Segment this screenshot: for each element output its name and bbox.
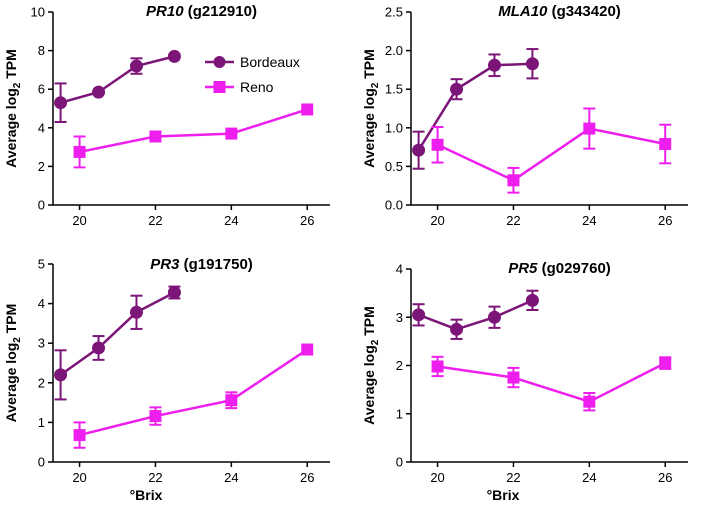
series-line-bordeaux	[59, 291, 176, 376]
y-tick-label: 10	[31, 5, 45, 20]
x-tick-label: 26	[300, 470, 314, 485]
x-tick-label: 22	[148, 213, 162, 228]
y-axis-label: Average log2 TPM	[3, 49, 23, 168]
y-tick-label: 0	[396, 455, 403, 470]
point-reno	[583, 122, 596, 135]
legend-reno-marker	[213, 81, 226, 93]
point-bordeaux	[487, 310, 501, 324]
x-tick-label: 26	[300, 213, 314, 228]
point-reno	[149, 410, 162, 423]
panel-pr5: 0 1 2 3 4 20 22 24 26 Average log2 TPM PR5 (g02976…	[361, 260, 688, 485]
legend: Bordeaux Reno	[205, 54, 300, 95]
y-axis-label: Average log2 TPM	[3, 304, 23, 423]
point-reno	[583, 395, 596, 408]
point-bordeaux	[450, 322, 464, 336]
series-line-bordeaux	[418, 299, 533, 331]
point-bordeaux	[525, 293, 539, 307]
point-reno	[73, 429, 86, 442]
y-tick-label: 0.0	[385, 198, 403, 213]
x-tick-label: 22	[506, 470, 520, 485]
y-tick-label: 1.5	[385, 82, 403, 97]
point-reno	[225, 394, 238, 407]
point-bordeaux	[167, 49, 181, 63]
point-bordeaux	[129, 305, 143, 319]
point-reno	[659, 138, 672, 151]
x-tick-label: 24	[582, 470, 596, 485]
series-line-reno	[79, 348, 308, 437]
point-reno	[507, 174, 520, 187]
y-axis-label: Average log2 TPM	[361, 306, 381, 425]
y-tick-label: 2.5	[385, 5, 403, 20]
point-reno	[225, 127, 238, 140]
point-reno	[431, 360, 444, 373]
point-bordeaux	[92, 341, 106, 355]
x-tick-label: 24	[224, 470, 238, 485]
y-tick-label: 2.0	[385, 43, 403, 58]
x-tick-label: 26	[658, 470, 672, 485]
y-tick-label: 0	[38, 198, 45, 213]
point-bordeaux	[525, 57, 539, 71]
y-tick-label: 2	[396, 358, 403, 373]
y-axis-label: Average log2 TPM	[361, 49, 381, 168]
point-reno	[149, 130, 162, 143]
series-line-bordeaux	[60, 55, 175, 104]
y-tick-label: 8	[38, 43, 45, 58]
panel-pr3: 0 1 2 3 4 5 20 22 24 26 Average log2 TPM PR3 (g1917…	[3, 256, 330, 485]
legend-bordeaux-label: Bordeaux	[240, 54, 300, 70]
y-tick-label: 2	[38, 159, 45, 174]
legend-bordeaux-marker	[213, 56, 226, 68]
y-tick-label: 4	[38, 296, 45, 311]
y-tick-label: 1.0	[385, 120, 403, 135]
y-tick-label: 1	[38, 415, 45, 430]
point-bordeaux	[412, 308, 426, 322]
y-tick-label: 6	[38, 82, 45, 97]
y-tick-label: 4	[396, 262, 403, 277]
panel-title: PR5 (g029760)	[508, 260, 611, 277]
point-bordeaux	[450, 82, 464, 96]
series-line-reno	[437, 361, 666, 404]
series-line-reno	[437, 127, 666, 182]
legend-reno-label: Reno	[240, 79, 274, 95]
point-reno	[73, 145, 86, 158]
y-tick-label: 5	[38, 257, 45, 272]
point-reno	[431, 138, 444, 151]
panel-title: MLA10 (g343420)	[498, 3, 621, 20]
point-bordeaux	[54, 96, 68, 110]
y-tick-label: 1	[396, 406, 403, 421]
x-tick-label: 20	[430, 470, 444, 485]
point-reno	[659, 357, 672, 370]
point-reno	[507, 371, 520, 384]
point-reno	[301, 103, 314, 116]
panel-mla10: 0.0 0.5 1.0 1.5 2.0 2.5 20 22 24 26 Average log2 T…	[361, 3, 688, 228]
x-axis-label-right: °Brix	[487, 487, 520, 503]
series-line-reno	[79, 108, 308, 154]
point-bordeaux	[92, 85, 106, 99]
x-tick-label: 20	[72, 470, 86, 485]
point-bordeaux	[54, 368, 68, 382]
panel-title: PR3 (g191750)	[150, 256, 253, 273]
point-bordeaux	[487, 58, 501, 72]
y-tick-label: 4	[38, 120, 45, 135]
series-line-bordeaux	[417, 62, 533, 151]
point-bordeaux	[167, 286, 181, 300]
x-axis-label-left: °Brix	[130, 487, 163, 503]
y-tick-label: 0	[38, 455, 45, 470]
y-tick-label: 2	[38, 375, 45, 390]
x-tick-label: 22	[148, 470, 162, 485]
point-bordeaux	[412, 143, 426, 157]
x-tick-label: 22	[506, 213, 520, 228]
x-tick-label: 20	[72, 213, 86, 228]
y-tick-label: 0.5	[385, 159, 403, 174]
x-tick-label: 20	[430, 213, 444, 228]
y-tick-label: 3	[396, 310, 403, 325]
point-bordeaux	[129, 59, 143, 73]
panel-title: PR10 (g212910)	[146, 3, 257, 20]
y-tick-label: 3	[38, 336, 45, 351]
x-tick-label: 26	[658, 213, 672, 228]
point-reno	[301, 343, 314, 356]
x-tick-label: 24	[224, 213, 238, 228]
x-tick-label: 24	[582, 213, 596, 228]
